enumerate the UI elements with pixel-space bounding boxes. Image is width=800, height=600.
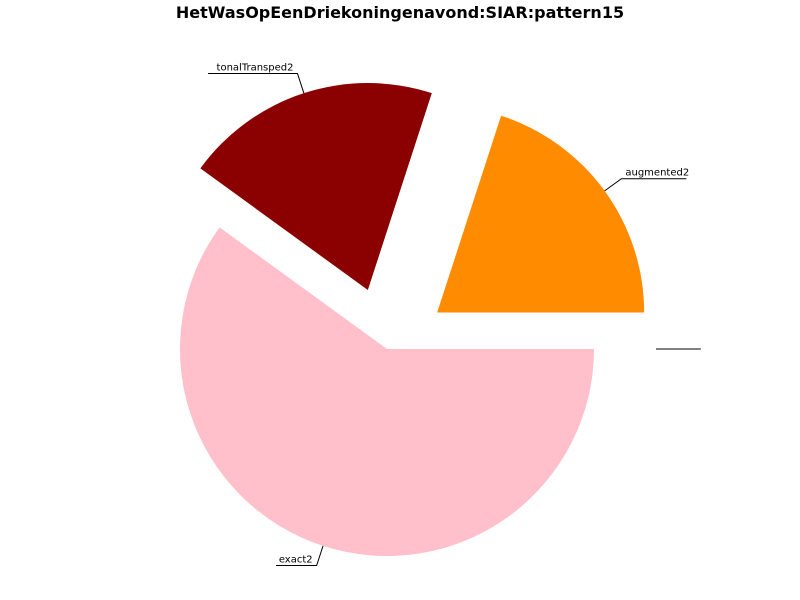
leader-line-augmented2	[604, 178, 687, 192]
labels-layer: augmented2 tonalTransped2 exact2	[208, 62, 701, 567]
slice-label-exact2: exact2	[279, 555, 313, 566]
slices-layer	[179, 83, 645, 557]
chart-title: HetWasOpEenDriekoningenavond:SIAR:patter…	[176, 3, 624, 22]
leader-line-exact2	[276, 545, 324, 567]
pie-slice-tonaltransped2	[200, 83, 432, 291]
pie-slice-augmented2	[437, 115, 645, 313]
slice-label-augmented2: augmented2	[625, 168, 689, 179]
leader-line-tonaltransped2	[208, 72, 305, 94]
pie-slice-exact2	[179, 227, 594, 557]
slice-label-tonaltransped2: tonalTransped2	[217, 62, 294, 73]
